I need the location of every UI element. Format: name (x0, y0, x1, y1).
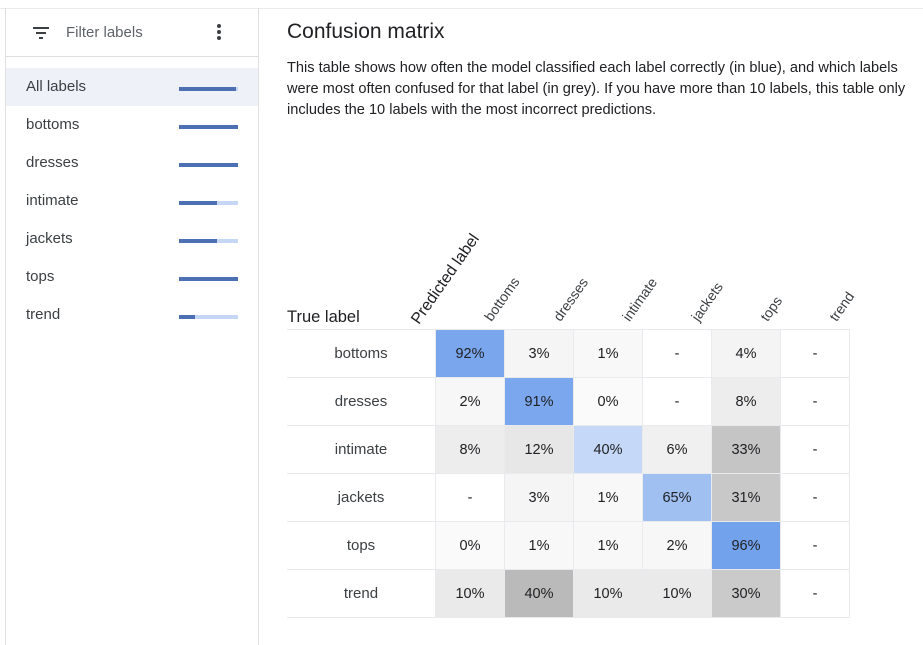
matrix-cell: - (780, 329, 850, 378)
matrix-row-tops: tops 0% 1% 1% 2% 96% - (287, 521, 850, 570)
column-label-intimate: intimate (618, 274, 661, 324)
top-divider (0, 0, 923, 9)
matrix-cell: 33% (711, 425, 781, 474)
matrix-cell: 96% (711, 521, 781, 570)
label-item-name: jackets (26, 230, 73, 247)
label-score-bar (179, 315, 238, 319)
row-label-dresses: dresses (287, 377, 436, 426)
matrix-row-bottoms: bottoms 92% 3% 1% -4% - (287, 329, 850, 378)
label-score-bar-fill (179, 239, 218, 243)
label-score-bar (179, 239, 238, 243)
matrix-cell: 31% (711, 473, 781, 522)
matrix-cell: - (435, 473, 505, 522)
matrix-cell: 12% (504, 425, 574, 474)
label-item-dresses[interactable]: dresses (6, 144, 258, 182)
matrix-cell: 2% (435, 377, 505, 426)
matrix-cell: 91% (504, 377, 574, 426)
matrix-cell: - (780, 377, 850, 426)
label-score-bar (179, 201, 238, 205)
matrix-cell: 92% (435, 329, 505, 378)
matrix-description: This table shows how often the model cla… (287, 60, 906, 118)
more-vert-icon[interactable] (216, 23, 222, 46)
label-item-all-labels[interactable]: All labels (6, 68, 258, 106)
label-score-bar (179, 277, 238, 281)
matrix-row-intimate: intimate 8% 12% 40% 6% 33% - (287, 425, 850, 474)
true-label-heading: True label (287, 308, 360, 326)
page-title: Confusion matrix (287, 20, 445, 43)
matrix-cell: 3% (504, 329, 574, 378)
label-score-bar (179, 87, 238, 91)
matrix-row-jackets: jackets -3% 1% 65% 31% - (287, 473, 850, 522)
label-score-bar-fill (179, 315, 195, 319)
row-label-jackets: jackets (287, 473, 436, 522)
column-label-jackets: jackets (687, 279, 726, 324)
matrix-cell: 10% (573, 569, 643, 618)
column-label-bottoms: bottoms (480, 274, 523, 324)
matrix-cell: 4% (711, 329, 781, 378)
matrix-cell: - (780, 425, 850, 474)
matrix-cell: 8% (435, 425, 505, 474)
label-list: All labels bottoms dresses intimate jackets t… (6, 68, 258, 334)
matrix-cell: 65% (642, 473, 712, 522)
filter-bar[interactable]: Filter labels (6, 8, 258, 57)
label-item-jackets[interactable]: jackets (6, 220, 258, 258)
matrix-cell: 30% (711, 569, 781, 618)
matrix-cell: - (780, 521, 850, 570)
label-score-bar (179, 125, 238, 129)
matrix-row-dresses: dresses 2% 91% 0% -8% - (287, 377, 850, 426)
label-item-name: All labels (26, 78, 87, 95)
matrix-cell: 0% (435, 521, 505, 570)
matrix-cell: - (642, 377, 712, 426)
label-item-name: trend (26, 306, 61, 323)
matrix-cell: 40% (573, 425, 643, 474)
label-score-bar-fill (179, 125, 238, 129)
row-label-tops: tops (287, 521, 436, 570)
column-label-tops: tops (756, 293, 786, 324)
label-item-intimate[interactable]: intimate (6, 182, 258, 220)
label-item-tops[interactable]: tops (6, 258, 258, 296)
label-item-name: dresses (26, 154, 79, 171)
column-label-trend: trend (825, 288, 858, 324)
matrix-cell: 10% (435, 569, 505, 618)
matrix-cell: 3% (504, 473, 574, 522)
matrix-cell: 0% (573, 377, 643, 426)
label-score-bar-fill (179, 201, 218, 205)
label-score-bar-fill (179, 163, 238, 167)
label-score-bar (179, 163, 238, 167)
row-label-intimate: intimate (287, 425, 436, 474)
label-item-trend[interactable]: trend (6, 296, 258, 334)
matrix-cell: 1% (573, 329, 643, 378)
matrix-cell: 10% (642, 569, 712, 618)
label-item-name: tops (26, 268, 55, 285)
matrix-cell: 8% (711, 377, 781, 426)
matrix-cell: 6% (642, 425, 712, 474)
row-label-bottoms: bottoms (287, 329, 436, 378)
predicted-label-heading: Predicted label (408, 230, 483, 328)
label-item-name: bottoms (26, 116, 80, 133)
filter-list-icon[interactable] (33, 26, 49, 44)
confusion-matrix-table: bottoms 92% 3% 1% -4% - dresses 2% 91% 0% -8% - inti… (287, 329, 850, 618)
matrix-cell: - (780, 473, 850, 522)
filter-labels-input[interactable]: Filter labels (66, 24, 143, 41)
matrix-row-trend: trend 10% 40% 10% 10% 30% - (287, 569, 850, 618)
matrix-cell: 40% (504, 569, 574, 618)
column-label-dresses: dresses (549, 274, 592, 324)
matrix-cell: 1% (573, 521, 643, 570)
matrix-cell: 1% (504, 521, 574, 570)
row-label-trend: trend (287, 569, 436, 618)
label-score-bar-fill (179, 87, 237, 91)
matrix-cell: - (642, 329, 712, 378)
matrix-cell: 2% (642, 521, 712, 570)
matrix-cell: 1% (573, 473, 643, 522)
matrix-cell: - (780, 569, 850, 618)
label-item-bottoms[interactable]: bottoms (6, 106, 258, 144)
label-item-name: intimate (26, 192, 79, 209)
label-sidebar: Filter labels All labels bottoms dresses in… (5, 8, 259, 645)
label-score-bar-fill (179, 277, 238, 281)
